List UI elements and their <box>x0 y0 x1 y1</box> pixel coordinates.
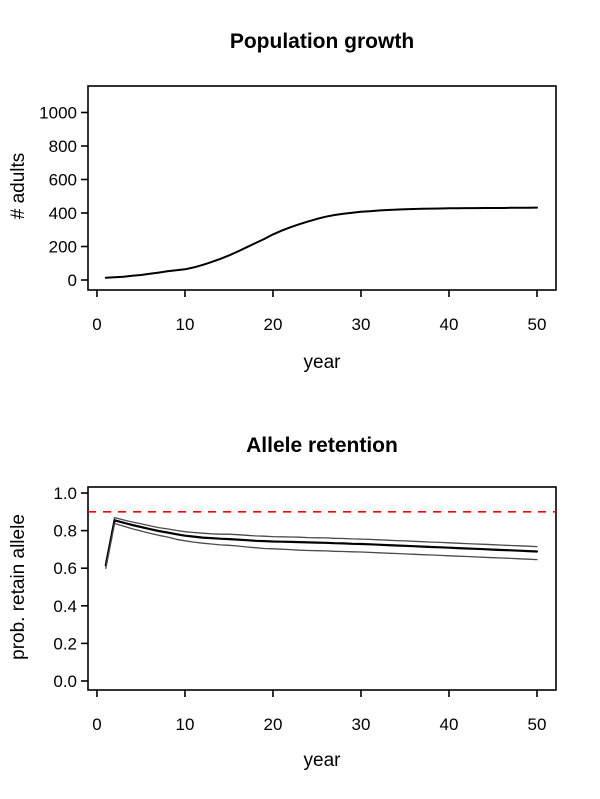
x-tick-label: 30 <box>352 715 371 734</box>
series-line <box>104 519 539 567</box>
y-tick-label: 1.0 <box>53 484 77 503</box>
y-tick-label: 0.4 <box>53 597 77 616</box>
y-tick-label: 0.8 <box>53 522 77 541</box>
panel1-title: Population growth <box>230 30 414 53</box>
series-line <box>104 206 538 279</box>
x-tick-label: 10 <box>176 315 195 334</box>
y-tick-label: 0.2 <box>53 634 77 653</box>
y-tick-label: 1000 <box>39 103 77 122</box>
x-tick-label: 0 <box>92 315 101 334</box>
panel1-plot-area <box>87 85 557 291</box>
y-tick-label: 800 <box>49 137 77 156</box>
y-tick-label: 200 <box>49 237 77 256</box>
panel1-y-axis-label: # adults <box>8 153 29 220</box>
x-tick-label: 40 <box>440 715 459 734</box>
x-tick-label: 50 <box>528 315 547 334</box>
panel1-series <box>104 206 538 279</box>
x-tick-label: 40 <box>440 315 459 334</box>
x-tick-label: 0 <box>92 715 101 734</box>
y-tick-label: 0 <box>68 271 77 290</box>
panel2-plot-area <box>87 486 557 691</box>
x-tick-label: 50 <box>528 715 547 734</box>
panel1-axis-ticks: 0 10 20 30 40 50 0 200 400 600 800 1000 <box>39 103 546 334</box>
panel2-title: Allele retention <box>246 434 398 457</box>
panel2-axis-ticks: 0 10 20 30 40 50 0.0 0.2 0.4 0.6 0.8 1.0 <box>53 484 546 734</box>
x-tick-label: 20 <box>264 715 283 734</box>
series-line <box>105 522 538 570</box>
y-tick-label: 600 <box>49 170 77 189</box>
panel1-x-axis-label: year <box>304 352 342 373</box>
panel2-x-axis-label: year <box>304 750 342 771</box>
y-tick-label: 0.6 <box>53 559 77 578</box>
panel-population-growth: Population growth 0 10 20 30 40 50 0 200 400 600 8… <box>8 30 557 373</box>
x-tick-label: 30 <box>352 315 371 334</box>
y-tick-label: 400 <box>49 204 77 223</box>
y-tick-label: 0.0 <box>53 672 77 691</box>
x-tick-label: 20 <box>264 315 283 334</box>
panel-allele-retention: Allele retention 0 10 20 30 40 50 0.0 0.2 0.4 0.6… <box>8 434 557 771</box>
panel2-y-axis-label: prob. retain allele <box>8 514 29 660</box>
panel2-series <box>104 516 539 570</box>
series-line <box>105 516 538 564</box>
x-tick-label: 10 <box>176 715 195 734</box>
